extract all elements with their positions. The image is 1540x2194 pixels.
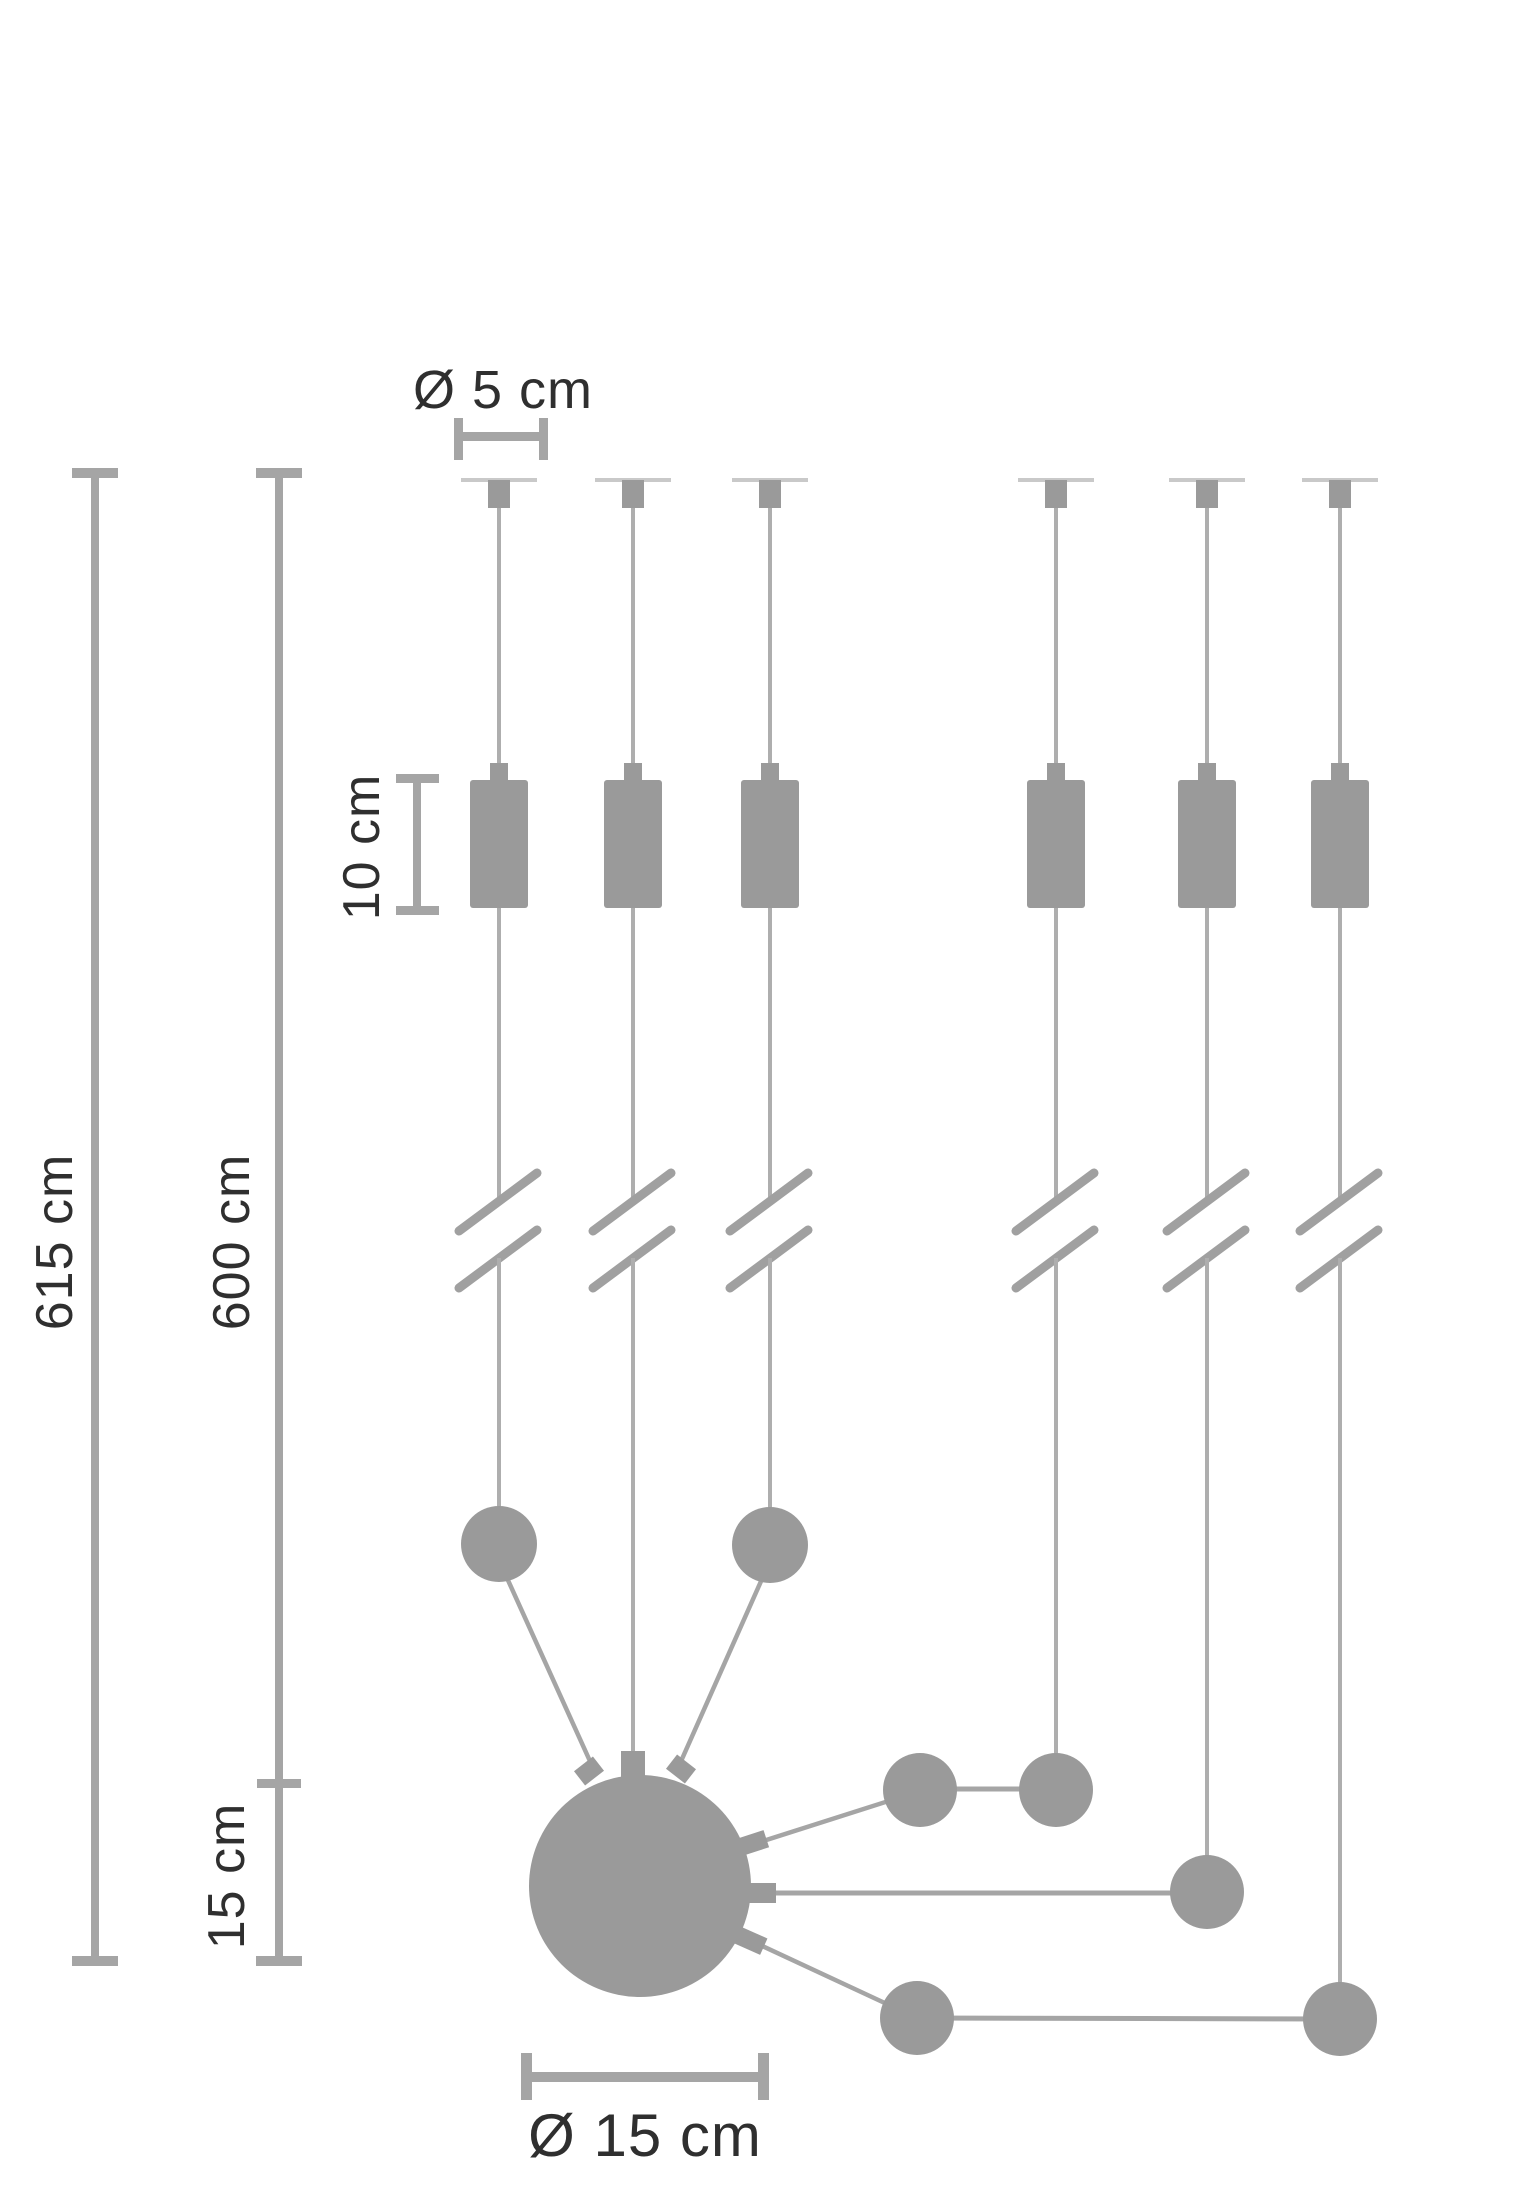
ceiling-lines xyxy=(461,478,1378,482)
canister xyxy=(470,763,528,908)
sphere-3 xyxy=(883,1753,957,1827)
sphere-5 xyxy=(1170,1855,1244,1929)
dimension-line-total-height xyxy=(72,468,118,1966)
label-body-diameter: Ø 15 cm xyxy=(528,2102,762,2169)
label-total-height: 615 cm xyxy=(26,1153,84,1331)
label-canister-diameter: Ø 5 cm xyxy=(412,360,594,420)
sphere-6 xyxy=(880,1981,954,2055)
label-canister-height: 10 cm xyxy=(333,773,391,921)
canister xyxy=(741,763,799,908)
ceiling-connectors xyxy=(488,480,1351,508)
dimension-bracket-canister-diameter xyxy=(454,418,548,460)
dimension-bracket-canister-height xyxy=(396,774,439,915)
sphere-7 xyxy=(1303,1982,1377,2056)
canister xyxy=(1311,763,1369,908)
pendant-spheres xyxy=(461,1506,1377,2056)
dimension-bracket-body-diameter xyxy=(521,2053,769,2100)
cable-break-symbols xyxy=(454,1168,1383,1293)
label-body-height: 15 cm xyxy=(198,1802,256,1950)
label-cable-length: 600 cm xyxy=(203,1153,261,1331)
dimension-line-cable-length xyxy=(256,468,302,1966)
sphere-4 xyxy=(1019,1753,1093,1827)
suspension-cables-lower xyxy=(497,1258,1342,1990)
canister xyxy=(1178,763,1236,908)
lamp-body xyxy=(529,1751,776,1997)
suspension-cables-middle xyxy=(497,908,1342,1201)
suspension-cables-upper xyxy=(497,508,1342,766)
canister xyxy=(1027,763,1085,908)
lamp-body-circle xyxy=(529,1775,751,1997)
sphere-2 xyxy=(732,1507,808,1583)
sphere-1 xyxy=(461,1506,537,1582)
canister xyxy=(604,763,662,908)
canisters xyxy=(470,763,1369,908)
